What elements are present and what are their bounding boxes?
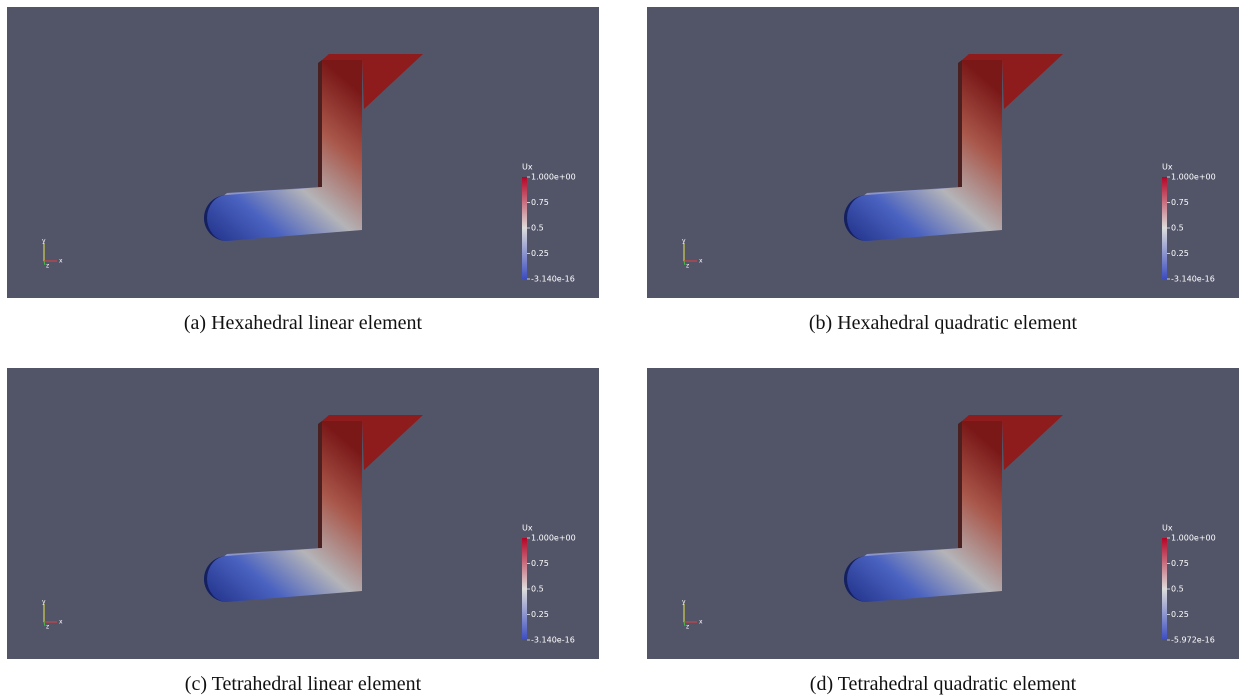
colorbar-label: 0.75 — [1171, 198, 1189, 207]
viewport — [7, 7, 599, 298]
side-face — [318, 60, 322, 190]
axis-label: y — [682, 599, 686, 606]
colorbar-label: 0.75 — [1171, 559, 1189, 568]
colorbar-label: 0.75 — [531, 559, 549, 568]
colorbar — [1162, 538, 1167, 640]
colorbar-label: 0.5 — [1171, 224, 1184, 233]
page: Ux1.000e+000.750.50.25-3.140e-16yzx(a) H… — [0, 0, 1253, 700]
legend-title: Ux — [522, 524, 533, 533]
panel: Ux1.000e+00 0.75 0.5 0.25 -3.140e-16 y z x — [7, 7, 599, 298]
axis-label: z — [686, 624, 689, 631]
axis-label: z — [46, 263, 49, 270]
legend-title: Ux — [1162, 163, 1173, 172]
axis-label: y — [42, 238, 46, 245]
colorbar-label: 1.000e+00 — [1171, 173, 1216, 182]
colorbar-label: -3.140e-16 — [531, 275, 575, 284]
colorbar-label: 0.25 — [531, 249, 549, 258]
side-face — [958, 60, 962, 190]
axis-label: x — [59, 258, 63, 265]
axis-label: x — [59, 619, 63, 626]
colorbar — [522, 177, 527, 279]
axis-label: y — [42, 599, 46, 606]
colorbar-label: 0.75 — [531, 198, 549, 207]
colorbar-label: 0.5 — [531, 224, 544, 233]
colorbar-label: 1.000e+00 — [531, 534, 576, 543]
colorbar — [522, 538, 527, 640]
figure: Ux1.000e+000.750.50.25-3.140e-16yzx(a) H… — [0, 0, 1253, 700]
colorbar-label: -3.140e-16 — [531, 636, 575, 645]
axis-label: x — [699, 258, 703, 265]
colorbar-label: -3.140e-16 — [1171, 275, 1215, 284]
viewport — [647, 368, 1239, 659]
colorbar-label: -5.972e-16 — [1171, 636, 1215, 645]
caption: (b) Hexahedral quadratic element — [809, 312, 1078, 334]
colorbar-label: 1.000e+00 — [1171, 534, 1216, 543]
colorbar-label: 0.5 — [1171, 585, 1184, 594]
colorbar-label: 0.25 — [1171, 610, 1189, 619]
axis-label: z — [46, 624, 49, 631]
viewport — [647, 7, 1239, 298]
side-face — [958, 421, 962, 551]
axis-label: y — [682, 238, 686, 245]
legend-title: Ux — [1162, 524, 1173, 533]
axis-label: x — [699, 619, 703, 626]
caption: (a) Hexahedral linear element — [184, 312, 423, 334]
side-face — [318, 421, 322, 551]
caption: (d) Tetrahedral quadratic element — [810, 673, 1077, 695]
colorbar-label: 1.000e+00 — [531, 173, 576, 182]
colorbar — [1162, 177, 1167, 279]
caption: (c) Tetrahedral linear element — [185, 673, 422, 695]
viewport — [7, 368, 599, 659]
panel: Ux1.000e+00 0.75 0.5 0.25 -3.140e-16 y z x — [647, 7, 1239, 298]
colorbar-label: 0.25 — [531, 610, 549, 619]
colorbar-label: 0.5 — [531, 585, 544, 594]
panel: Ux1.000e+00 0.75 0.5 0.25 -3.140e-16 y z x — [7, 368, 599, 659]
axis-label: z — [686, 263, 689, 270]
panel: Ux1.000e+00 0.75 0.5 0.25 -5.972e-16 y z x — [647, 368, 1239, 659]
colorbar-label: 0.25 — [1171, 249, 1189, 258]
legend-title: Ux — [522, 163, 533, 172]
